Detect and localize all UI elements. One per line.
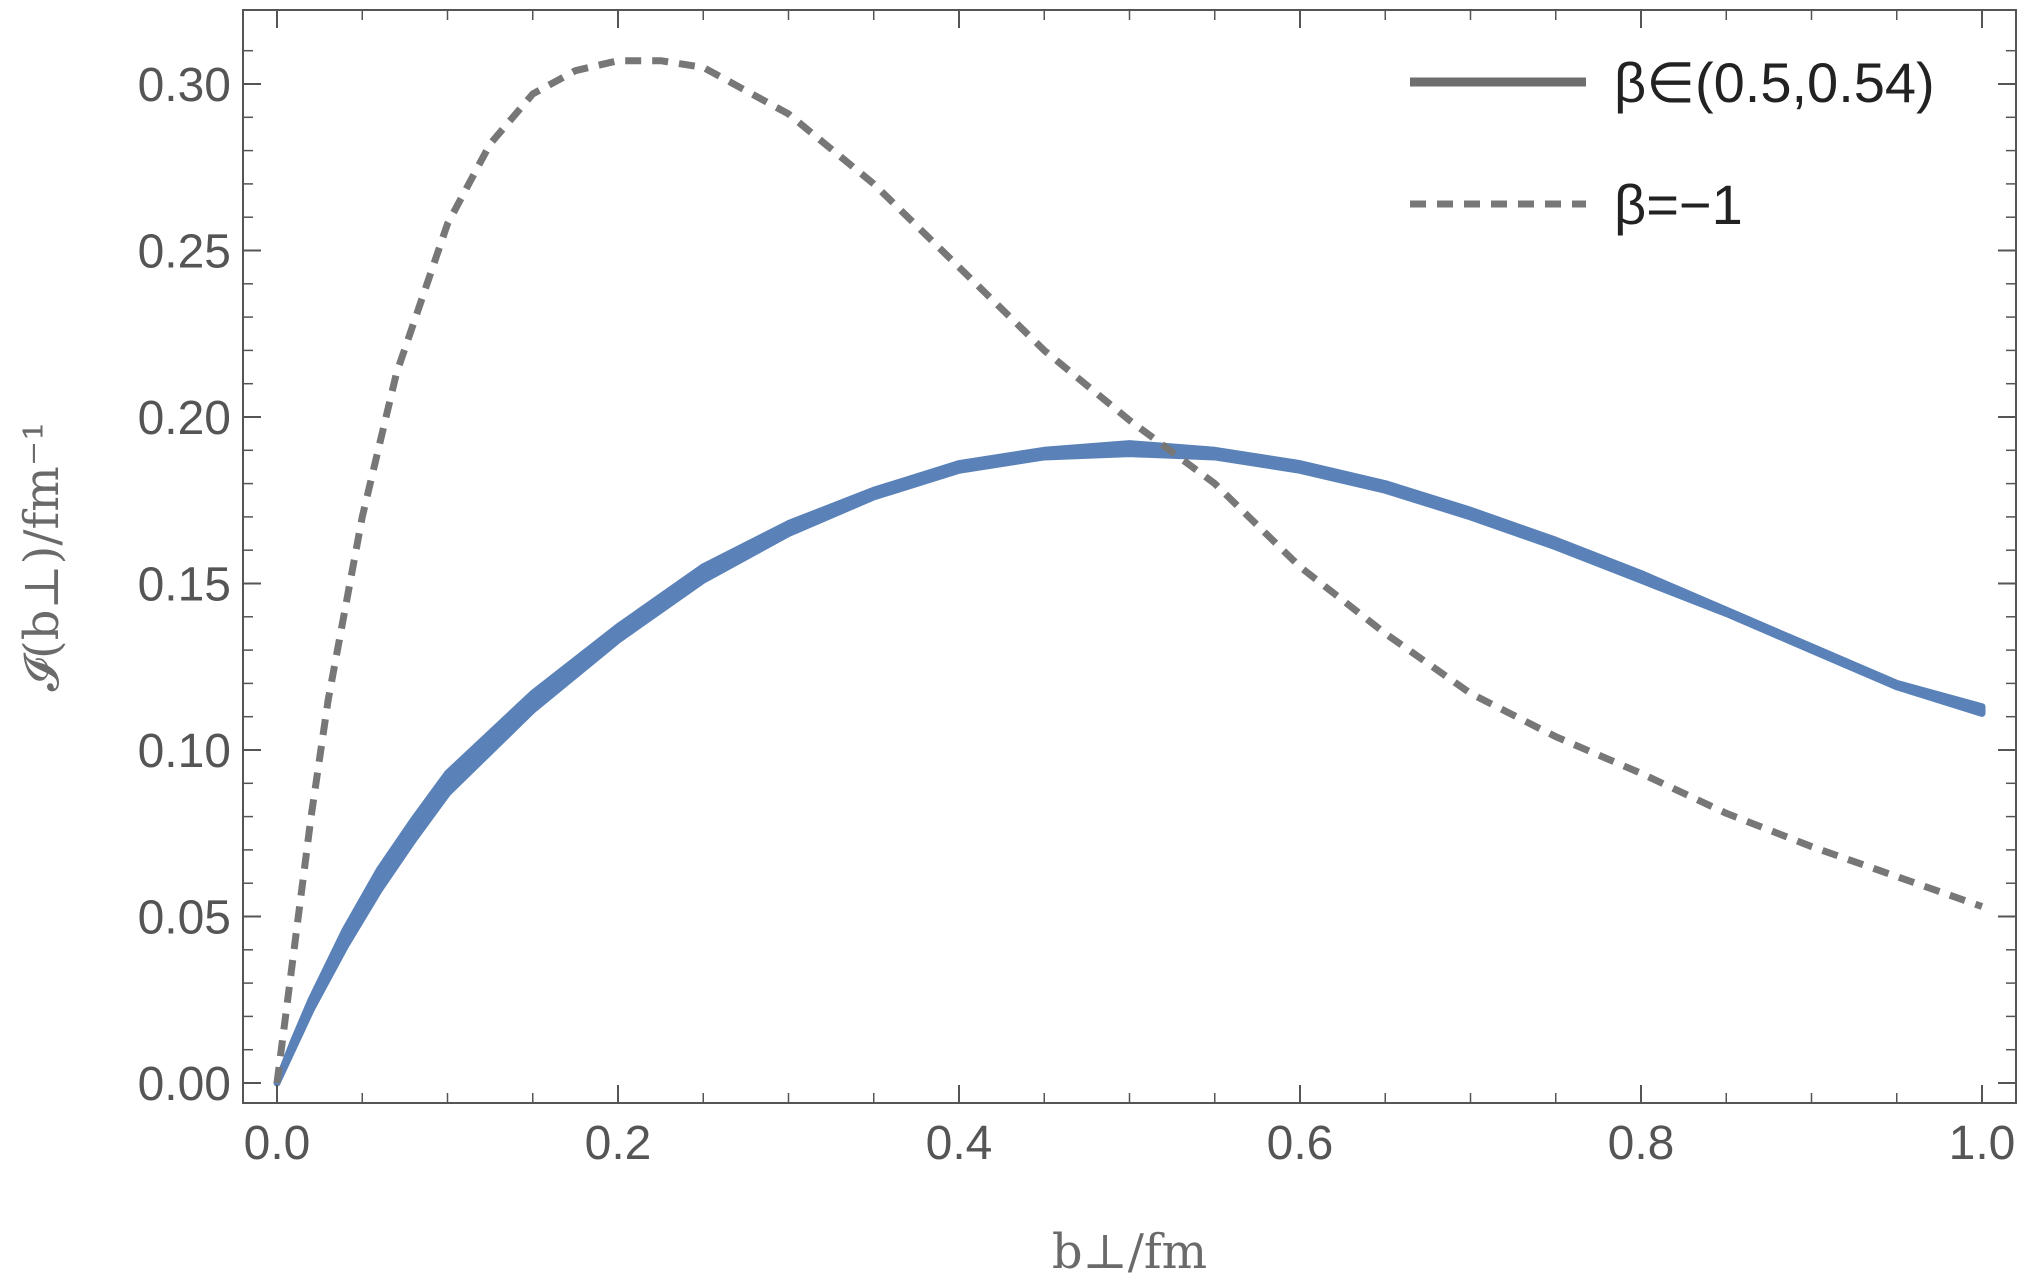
- y-tick-label: 0.10: [138, 725, 231, 778]
- x-tick-label: 0.0: [244, 1117, 311, 1170]
- x-tick-label: 0.2: [585, 1117, 652, 1170]
- series-dashed-line: [273, 57, 1984, 1084]
- x-axis-label: b⊥/fm: [1052, 1224, 1207, 1280]
- y-tick-label: 0.15: [138, 559, 231, 612]
- y-tick-label: 0.20: [138, 392, 231, 445]
- y-tick-label: 0.00: [138, 1058, 231, 1111]
- y-tick-label: 0.05: [138, 892, 231, 945]
- y-tick-label: 0.25: [138, 226, 231, 279]
- x-tick-label: 0.4: [926, 1117, 993, 1170]
- y-axis-label: 𝓘(b⊥)/fm⁻¹: [14, 422, 70, 692]
- legend: β∈(0.5,0.54) β=−1: [1410, 51, 1935, 236]
- x-tick-label: 1.0: [1949, 1117, 2016, 1170]
- series-layer: [273, 57, 1986, 1087]
- x-axis-ticks: 0.0 0.2 0.4 0.6 0.8 1.0: [244, 10, 2016, 1170]
- x-tick-label: 0.8: [1608, 1117, 1675, 1170]
- y-axis-ticks: 0.00 0.05 0.10 0.15 0.20 0.25 0.30: [138, 49, 2016, 1111]
- legend-label-dashed: β=−1: [1614, 173, 1743, 236]
- series-band: [273, 440, 1986, 1087]
- x-tick-label: 0.6: [1267, 1117, 1334, 1170]
- y-tick-label: 0.30: [138, 59, 231, 112]
- legend-label-band: β∈(0.5,0.54): [1614, 51, 1935, 114]
